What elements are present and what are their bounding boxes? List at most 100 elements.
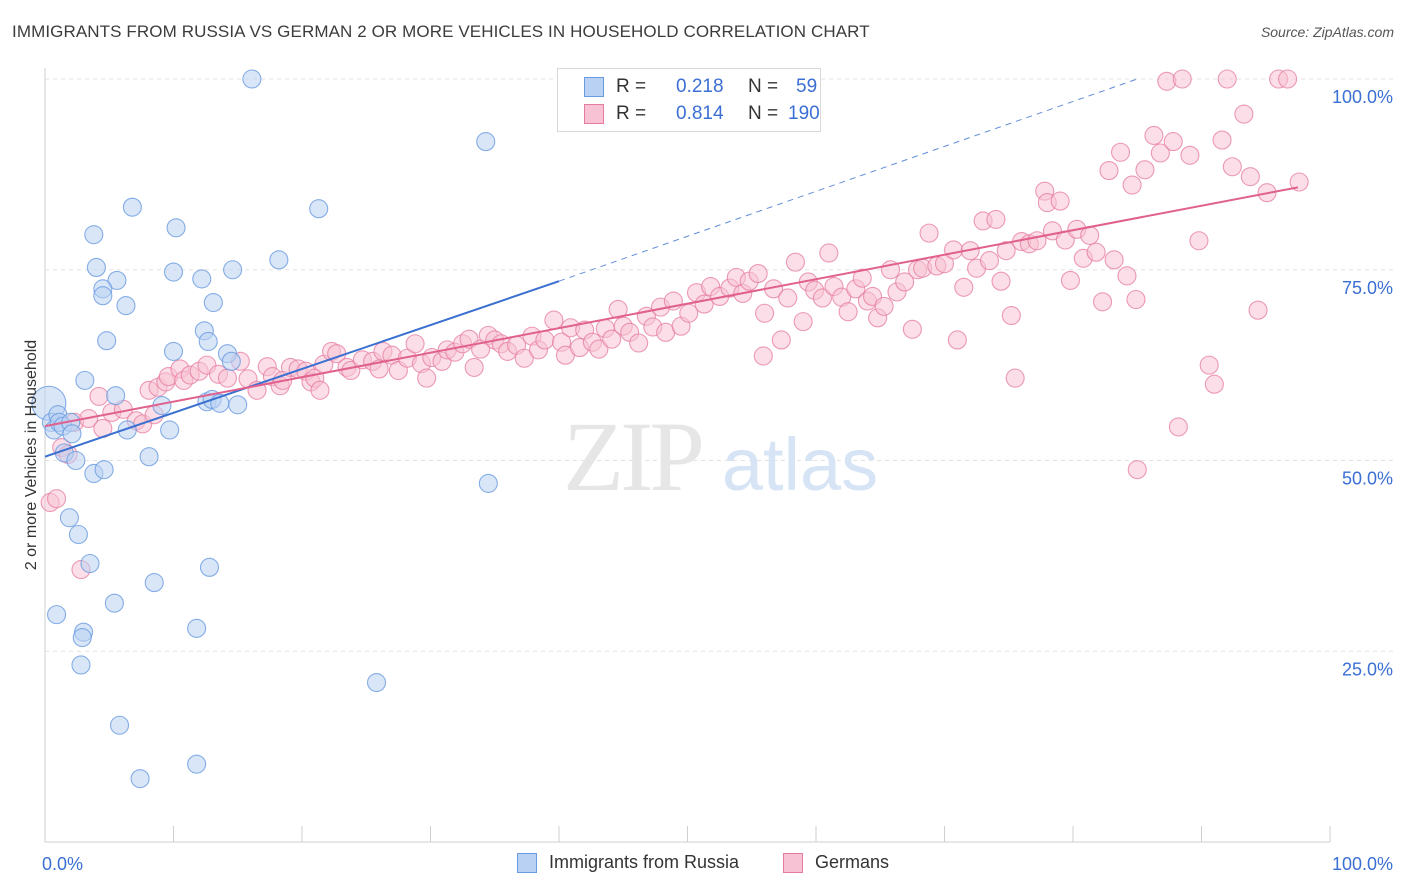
russia-point <box>97 331 117 351</box>
legend-r-label: R = <box>616 76 647 97</box>
germans-point <box>1240 167 1260 187</box>
legend-row-germans: R = 0.814 N = 190 <box>584 101 820 127</box>
germans-point <box>778 288 798 308</box>
russia-point <box>116 296 136 316</box>
germans-point <box>89 386 109 406</box>
germans-point <box>1212 130 1232 150</box>
germans-point <box>947 330 967 350</box>
russia-point <box>122 197 142 217</box>
germans-point <box>1135 160 1155 180</box>
legend-r-label: R = <box>616 103 647 124</box>
russia-point <box>187 754 207 774</box>
germans-point <box>1110 142 1131 162</box>
russia-point <box>144 573 164 593</box>
russia-trend-line <box>44 280 560 458</box>
russia-point <box>86 257 106 278</box>
germans-point <box>47 489 67 509</box>
watermark: ZIP atlas <box>563 401 878 512</box>
germans-point <box>793 312 813 332</box>
russia-point <box>72 627 92 648</box>
x-tick-label: 0.0% <box>42 854 83 874</box>
russia-point <box>309 199 329 219</box>
germans-point <box>771 330 791 350</box>
russia-point <box>228 395 248 415</box>
germans-point <box>812 288 832 308</box>
germans-point <box>748 264 768 284</box>
germans-point <box>819 243 839 263</box>
y-axis-label: 2 or more Vehicles in Household <box>23 339 40 571</box>
germans-point <box>895 272 915 292</box>
correlation-legend: R = 0.218 N = 59 R = 0.814 N = 190 <box>557 68 821 132</box>
russia-point <box>71 655 91 675</box>
germans-point <box>1180 145 1200 165</box>
x-tick-label: 100.0% <box>1332 854 1393 874</box>
russia-point <box>130 769 150 789</box>
russia-point <box>242 69 262 89</box>
germans-point <box>405 334 425 354</box>
germans-point <box>996 241 1016 261</box>
y-tick-label: 50.0% <box>1342 469 1393 489</box>
germans-point <box>1172 69 1192 89</box>
germans-point <box>755 303 775 323</box>
germans-point <box>1005 368 1025 388</box>
russia-point <box>192 269 212 289</box>
russia-point <box>221 351 241 371</box>
russia-point <box>109 715 130 735</box>
legend-swatch-russia <box>584 77 604 97</box>
russia-point <box>62 424 82 444</box>
germans-point <box>535 330 555 350</box>
germans-point <box>1278 69 1298 89</box>
germans-point <box>1027 231 1047 251</box>
russia-point <box>68 524 88 545</box>
germans-point <box>1168 417 1188 437</box>
germans-point <box>310 380 330 400</box>
germans-point <box>589 339 609 359</box>
legend-r-value: 0.218 <box>676 76 724 97</box>
russia-point <box>106 386 126 406</box>
germans-point <box>679 303 699 323</box>
germans-point <box>1234 104 1254 124</box>
legend-row-russia: R = 0.218 N = 59 <box>584 74 817 100</box>
russia-point <box>107 270 127 290</box>
germans-point <box>954 277 974 297</box>
legend-r-value: 0.814 <box>676 103 724 124</box>
russia-point <box>163 262 184 282</box>
russia-point <box>187 618 207 638</box>
germans-point <box>544 310 564 330</box>
y-tick-label: 75.0% <box>1342 278 1393 298</box>
russia-point <box>84 225 104 245</box>
russia-point <box>139 447 159 467</box>
germans-point <box>1222 157 1242 177</box>
germans-point <box>1144 125 1164 146</box>
russia-point <box>59 508 79 528</box>
chart-title: IMMIGRANTS FROM RUSSIA VS GERMAN 2 OR MO… <box>12 22 870 41</box>
source-label: Source: ZipAtlas.com <box>1260 24 1394 40</box>
germans-point <box>919 223 939 243</box>
germans-point <box>514 348 534 368</box>
russia-point <box>476 132 496 152</box>
germans-point <box>1001 305 1021 326</box>
germans-trend-line <box>44 186 1299 428</box>
series-label-germans: Germans <box>815 852 890 872</box>
germans-point <box>1099 161 1119 181</box>
germans-point <box>1122 175 1142 195</box>
germans-point <box>979 251 1000 271</box>
legend-swatch-germans <box>584 104 604 124</box>
russia-point <box>93 286 113 306</box>
germans-point <box>602 329 622 349</box>
series-legend-russia[interactable]: Immigrants from Russia <box>516 852 739 873</box>
russia-point <box>94 460 114 480</box>
series-legend: Immigrants from Russia Germans <box>0 852 1406 873</box>
germans-point <box>753 346 773 366</box>
series-legend-germans[interactable]: Germans <box>783 852 889 873</box>
watermark-zip: ZIP <box>563 401 701 512</box>
germans-point <box>629 333 649 353</box>
germans-point <box>1189 231 1209 251</box>
germans-point <box>464 357 484 377</box>
russia-point <box>203 293 223 313</box>
germans-point <box>417 368 437 388</box>
germans-point <box>1093 292 1113 312</box>
russia-point <box>269 250 289 270</box>
russia-point <box>199 557 220 577</box>
